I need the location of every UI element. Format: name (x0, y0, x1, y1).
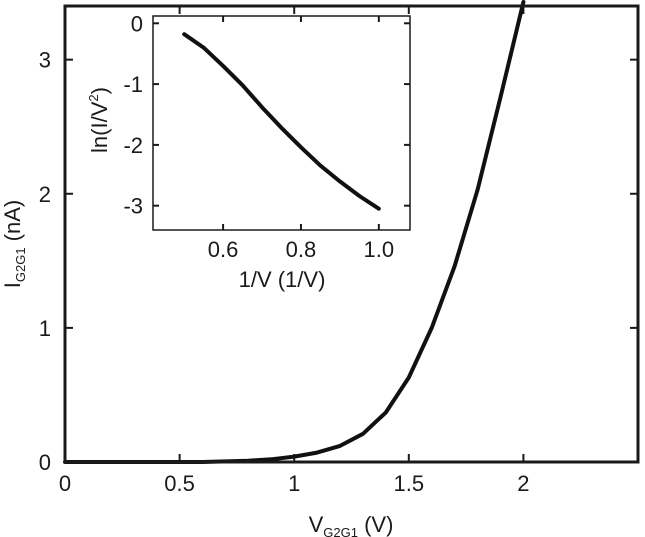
main-x-tick-label: 1 (288, 471, 300, 496)
main-y-tick-label: 2 (39, 182, 51, 207)
inset-y-tick-label: 0 (131, 11, 143, 36)
inset-y-tick-label: -1 (123, 72, 143, 97)
main-x-axis-label: VG2G1 (V) (309, 512, 394, 537)
inset-ticks (153, 16, 410, 230)
main-x-tick-label: 0.5 (164, 471, 195, 496)
inset-series-line (182, 32, 381, 211)
inset-series (182, 32, 381, 211)
main-x-tick-label: 1.5 (394, 471, 425, 496)
main-x-tick-label: 2 (517, 471, 529, 496)
inset-x-tick-label: 0.8 (286, 237, 317, 262)
main-x-tick-label: 0 (59, 471, 71, 496)
main-y-axis-label: IG2G1 (nA) (0, 200, 28, 289)
main-y-tick-label: 1 (39, 316, 51, 341)
inset-x-tick-label: 0.6 (208, 237, 239, 262)
inset-y-tick-label: -2 (123, 133, 143, 158)
main-tick-labels: 0 0.5 1 1.5 2 0 1 2 3 (39, 48, 530, 496)
inset-x-tick-label: 1.0 (364, 237, 395, 262)
main-y-tick-label: 0 (39, 450, 51, 475)
main-y-tick-label: 3 (39, 48, 51, 73)
inset-x-axis-label: 1/V (1/V) (239, 267, 326, 292)
inset-plot-frame (152, 15, 411, 231)
main-plot-frame (63, 4, 640, 464)
inset-y-axis-label: ln(I/V2) (86, 87, 112, 153)
inset-tick-labels: 0.6 0.8 1.0 0 -1 -2 -3 (123, 11, 394, 262)
inset-y-tick-label: -3 (123, 194, 143, 219)
inset-plot: 0.6 0.8 1.0 0 -1 -2 -3 1/V (1/V) ln(I/V2) (86, 11, 411, 292)
